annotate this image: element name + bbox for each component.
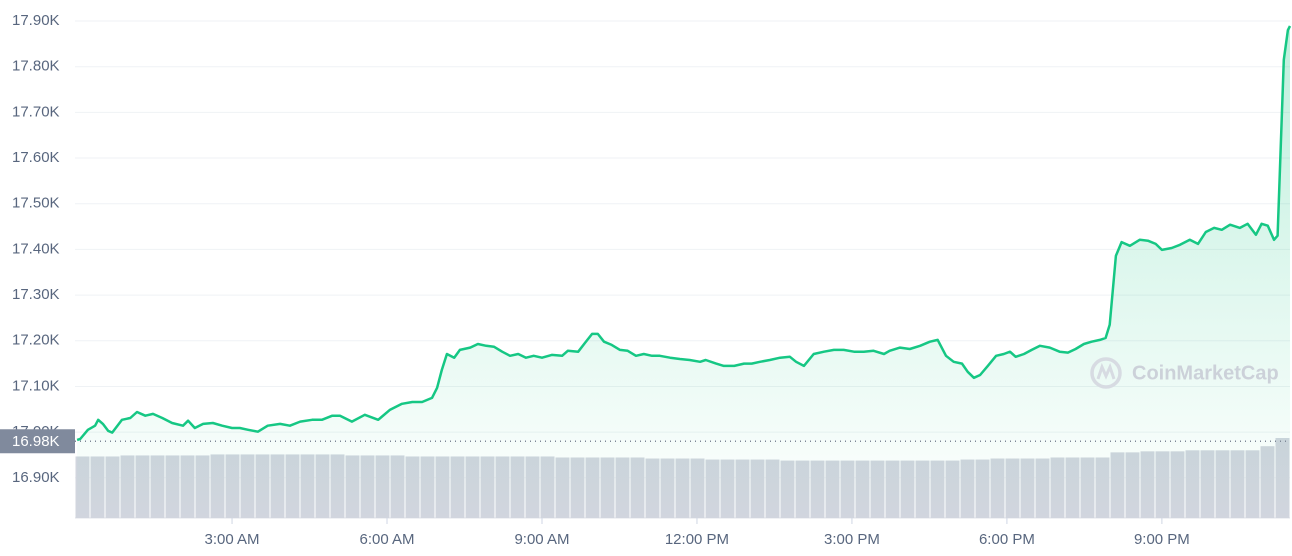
x-tick-label: 6:00 AM: [359, 531, 414, 548]
y-tick-label: 17.60K: [12, 149, 60, 166]
plot: [76, 25, 1292, 518]
x-tick-label: 6:00 PM: [979, 531, 1035, 548]
price-area: [77, 26, 1291, 518]
y-tick-label: 17.70K: [12, 103, 60, 120]
y-tick-label: 17.10K: [12, 377, 60, 394]
price-line: [76, 25, 1292, 442]
reference-badge: [0, 429, 75, 454]
y-tick-label: 17.30K: [12, 286, 60, 303]
x-tick-label: 3:00 AM: [205, 531, 260, 548]
x-tick-label: 9:00 PM: [1134, 531, 1190, 548]
y-tick-label: 17.90K: [12, 12, 60, 29]
x-tick-label: 12:00 PM: [665, 531, 729, 548]
x-tick-label: 3:00 PM: [824, 531, 880, 548]
overlay: 16.90K17.00K17.10K17.20K17.30K17.40K17.5…: [0, 12, 1290, 548]
y-tick-label: 17.20K: [12, 332, 60, 349]
watermark-text: CoinMarketCap: [1132, 362, 1279, 384]
y-tick-label: 17.40K: [12, 240, 60, 257]
y-tick-label: 16.90K: [12, 469, 60, 486]
y-tick-label: 17.50K: [12, 195, 60, 212]
y-tick-label: 17.80K: [12, 58, 60, 75]
reference-label: 16.98K: [12, 433, 60, 450]
watermark: CoinMarketCap: [1090, 357, 1279, 389]
x-tick-label: 9:00 AM: [514, 531, 569, 548]
